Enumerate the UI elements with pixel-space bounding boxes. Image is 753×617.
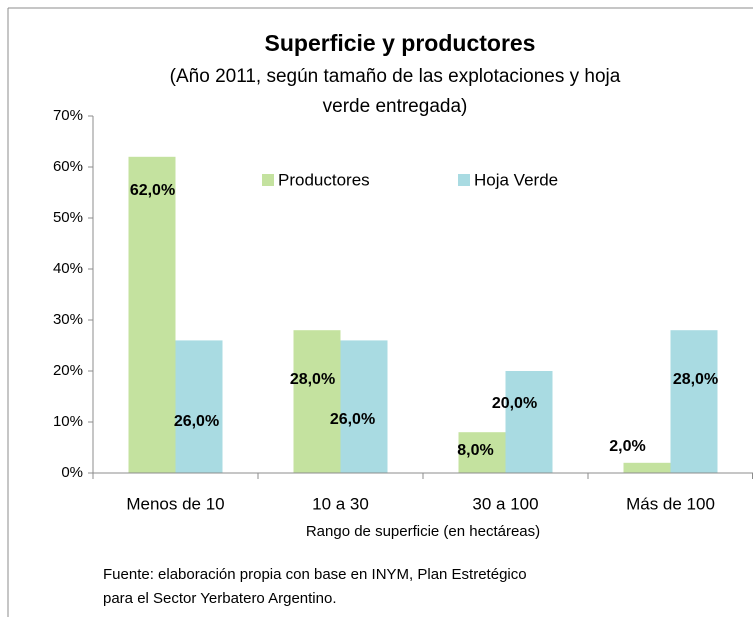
data-label: 62,0%	[130, 182, 175, 199]
source-note: Fuente: elaboración propia con base en I…	[103, 566, 527, 583]
source-note: para el Sector Yerbatero Argentino.	[103, 590, 337, 607]
y-tick-label: 70%	[53, 107, 83, 124]
data-label: 28,0%	[673, 371, 718, 388]
data-label: 20,0%	[492, 395, 537, 412]
chart-subtitle: (Año 2011, según tamaño de las explotaci…	[170, 66, 621, 87]
bar	[623, 462, 671, 473]
bar	[458, 432, 506, 473]
data-label: 2,0%	[609, 438, 645, 455]
bar	[505, 371, 553, 473]
y-tick-label: 40%	[53, 260, 83, 277]
bar	[340, 340, 388, 473]
y-tick-label: 0%	[61, 464, 83, 481]
legend-label: Productores	[278, 170, 370, 189]
bar	[293, 330, 341, 473]
data-label: 8,0%	[457, 442, 493, 459]
legend-swatch	[262, 174, 274, 186]
legend-label: Hoja Verde	[474, 170, 558, 189]
data-label: 26,0%	[330, 411, 375, 428]
data-label: 26,0%	[174, 413, 219, 430]
x-axis-label: Rango de superficie (en hectáreas)	[306, 523, 540, 540]
y-tick-label: 30%	[53, 311, 83, 328]
y-tick-label: 50%	[53, 209, 83, 226]
bar	[128, 156, 176, 474]
y-tick-label: 10%	[53, 413, 83, 430]
x-tick-label: 30 a 100	[472, 494, 538, 513]
x-tick-label: 10 a 30	[312, 494, 369, 513]
x-tick-label: Menos de 10	[126, 494, 224, 513]
chart-title: Superficie y productores	[265, 30, 536, 56]
y-tick-label: 20%	[53, 362, 83, 379]
legend-swatch	[458, 174, 470, 186]
y-tick-label: 60%	[53, 158, 83, 175]
x-tick-label: Más de 100	[626, 494, 715, 513]
bar	[175, 340, 223, 473]
data-label: 28,0%	[290, 371, 335, 388]
bar	[670, 330, 718, 473]
chart-subtitle: verde entregada)	[323, 96, 468, 117]
